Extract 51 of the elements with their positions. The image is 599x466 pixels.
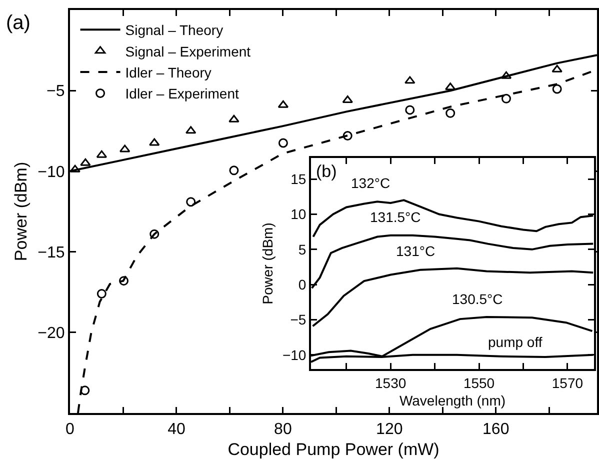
y-tick-label: −20 bbox=[38, 325, 65, 342]
annotation: 131.5°C bbox=[370, 209, 421, 225]
y-tick-label: 15 bbox=[290, 171, 306, 187]
y-tick-label: −10 bbox=[282, 346, 306, 363]
x-tick-label: 80 bbox=[274, 421, 292, 438]
legend-label: Signal – Theory bbox=[125, 22, 224, 38]
point bbox=[149, 138, 160, 146]
x-axis-title: Coupled Pump Power (mW) bbox=[228, 440, 440, 460]
y-tick-label: −5 bbox=[46, 83, 65, 100]
point bbox=[342, 96, 353, 104]
point bbox=[501, 94, 511, 104]
y-tick-label: −5 bbox=[290, 312, 306, 328]
annotation: 130.5°C bbox=[452, 291, 503, 307]
y-tick-label: 5 bbox=[298, 241, 306, 258]
x-tick-label: 1530 bbox=[375, 374, 406, 391]
point bbox=[150, 229, 160, 239]
x-tick-label: 1570 bbox=[552, 374, 584, 391]
y-axis-title: Power (dBm) bbox=[12, 162, 31, 262]
annotation: 131°C bbox=[396, 243, 436, 259]
x-tick-label: 120 bbox=[376, 421, 403, 438]
y-tick-label: 0 bbox=[298, 276, 306, 292]
point bbox=[96, 288, 106, 298]
legend-label: Idler – Theory bbox=[125, 64, 212, 80]
point bbox=[186, 197, 196, 207]
point bbox=[278, 138, 288, 148]
x-tick-label: 1550 bbox=[463, 374, 495, 391]
x-tick-label: 160 bbox=[482, 421, 510, 438]
point bbox=[404, 76, 416, 84]
point bbox=[552, 84, 562, 94]
y-tick-label: −15 bbox=[38, 244, 65, 262]
annotation: (b) bbox=[316, 162, 337, 181]
y-axis-title: Power (dBm) bbox=[260, 222, 276, 304]
annotation: 132°C bbox=[351, 175, 390, 191]
point bbox=[446, 108, 456, 118]
point bbox=[119, 276, 129, 286]
point bbox=[80, 386, 90, 396]
point bbox=[70, 164, 80, 172]
point bbox=[552, 64, 562, 72]
legend-label: Idler – Experiment bbox=[125, 86, 239, 102]
point bbox=[342, 130, 352, 140]
x-axis-title: Wavelength (nm) bbox=[399, 392, 506, 409]
legend-label: Signal – Experiment bbox=[125, 43, 251, 60]
y-tick-label: 10 bbox=[290, 206, 306, 222]
text: (a) bbox=[6, 12, 30, 34]
point bbox=[405, 105, 415, 115]
point bbox=[80, 158, 91, 166]
point bbox=[228, 114, 240, 122]
point bbox=[229, 166, 239, 176]
annotation: pump off bbox=[488, 334, 542, 350]
y-tick-label: −10 bbox=[38, 164, 65, 181]
x-tick-label: 40 bbox=[168, 421, 186, 438]
